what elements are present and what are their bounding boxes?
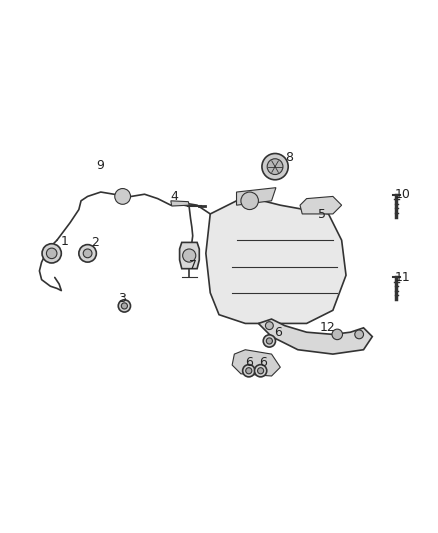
Circle shape (267, 159, 283, 174)
Circle shape (42, 244, 61, 263)
Polygon shape (237, 188, 276, 205)
Text: 2: 2 (92, 236, 99, 249)
Text: 4: 4 (170, 190, 178, 203)
Text: 7: 7 (189, 259, 197, 272)
Polygon shape (206, 197, 346, 324)
Text: 1: 1 (61, 235, 69, 248)
Circle shape (115, 189, 131, 204)
Text: 6: 6 (259, 357, 267, 369)
Polygon shape (171, 201, 189, 206)
Text: 6: 6 (274, 326, 282, 338)
Circle shape (243, 365, 255, 377)
Polygon shape (180, 243, 199, 269)
Text: 11: 11 (395, 271, 411, 284)
Circle shape (262, 154, 288, 180)
Polygon shape (258, 319, 372, 354)
Circle shape (263, 335, 276, 347)
Circle shape (332, 329, 343, 340)
Circle shape (265, 322, 273, 329)
Text: 9: 9 (96, 159, 104, 172)
Circle shape (266, 338, 272, 344)
Text: 6: 6 (245, 357, 253, 369)
Text: 8: 8 (285, 151, 293, 164)
Circle shape (83, 249, 92, 258)
Circle shape (241, 192, 258, 209)
Circle shape (46, 248, 57, 259)
Circle shape (79, 245, 96, 262)
Text: 5: 5 (318, 208, 326, 221)
Text: 10: 10 (395, 188, 411, 201)
Text: 3: 3 (118, 292, 126, 304)
Circle shape (121, 303, 127, 309)
Polygon shape (232, 350, 280, 376)
Circle shape (183, 249, 196, 262)
Circle shape (246, 368, 252, 374)
Polygon shape (300, 197, 342, 214)
Circle shape (258, 368, 264, 374)
Text: 12: 12 (320, 321, 336, 334)
Circle shape (355, 330, 364, 339)
Circle shape (118, 300, 131, 312)
Circle shape (254, 365, 267, 377)
